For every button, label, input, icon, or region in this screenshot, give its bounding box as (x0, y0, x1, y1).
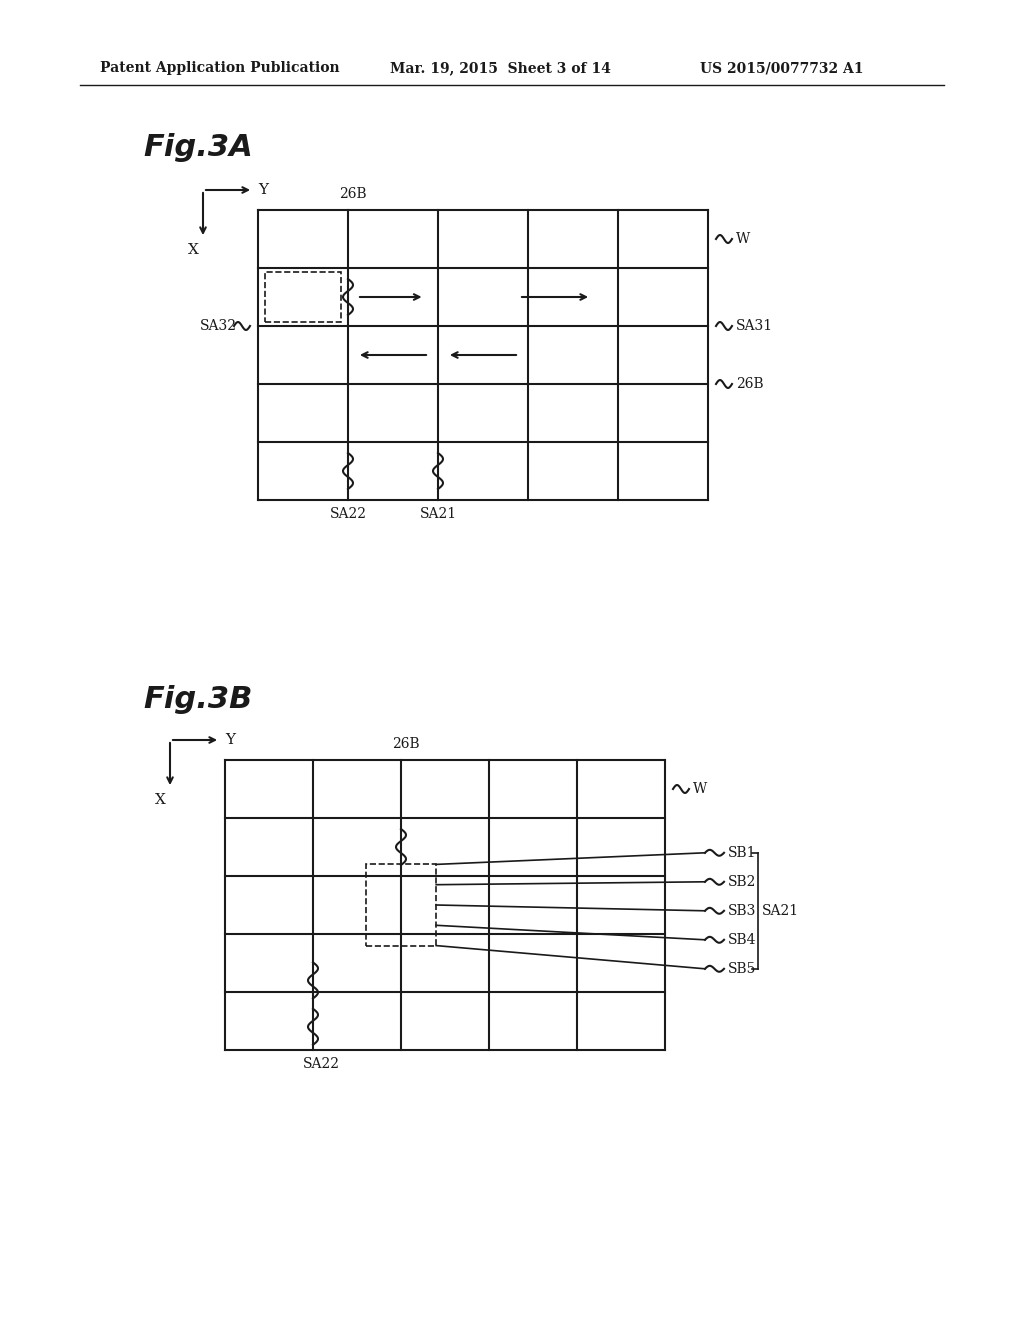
Text: X: X (188, 243, 199, 257)
Text: 26B: 26B (736, 378, 764, 391)
Text: SA22: SA22 (303, 1057, 340, 1071)
Text: SA21: SA21 (420, 507, 457, 521)
Text: SA22: SA22 (330, 507, 367, 521)
Text: 26B: 26B (339, 187, 367, 201)
Text: SB2: SB2 (728, 875, 757, 888)
Text: SB4: SB4 (728, 933, 757, 946)
Text: Y: Y (225, 733, 234, 747)
Text: Fig.3A: Fig.3A (143, 133, 253, 162)
Bar (366, 865, 436, 945)
Text: Patent Application Publication: Patent Application Publication (100, 61, 340, 75)
Text: W: W (736, 232, 751, 246)
Text: SA32: SA32 (200, 319, 237, 333)
Text: US 2015/0077732 A1: US 2015/0077732 A1 (700, 61, 863, 75)
Text: SB3: SB3 (728, 904, 757, 917)
Text: SA21: SA21 (762, 904, 799, 917)
Text: SA31: SA31 (736, 319, 773, 333)
Bar (265, 272, 341, 322)
Text: SB5: SB5 (728, 962, 757, 975)
Text: X: X (155, 793, 166, 807)
Text: Mar. 19, 2015  Sheet 3 of 14: Mar. 19, 2015 Sheet 3 of 14 (390, 61, 611, 75)
Text: SB1: SB1 (728, 846, 757, 859)
Text: Fig.3B: Fig.3B (143, 685, 252, 714)
Text: 26B: 26B (392, 737, 420, 751)
Text: W: W (693, 781, 708, 796)
Text: Y: Y (258, 183, 268, 197)
